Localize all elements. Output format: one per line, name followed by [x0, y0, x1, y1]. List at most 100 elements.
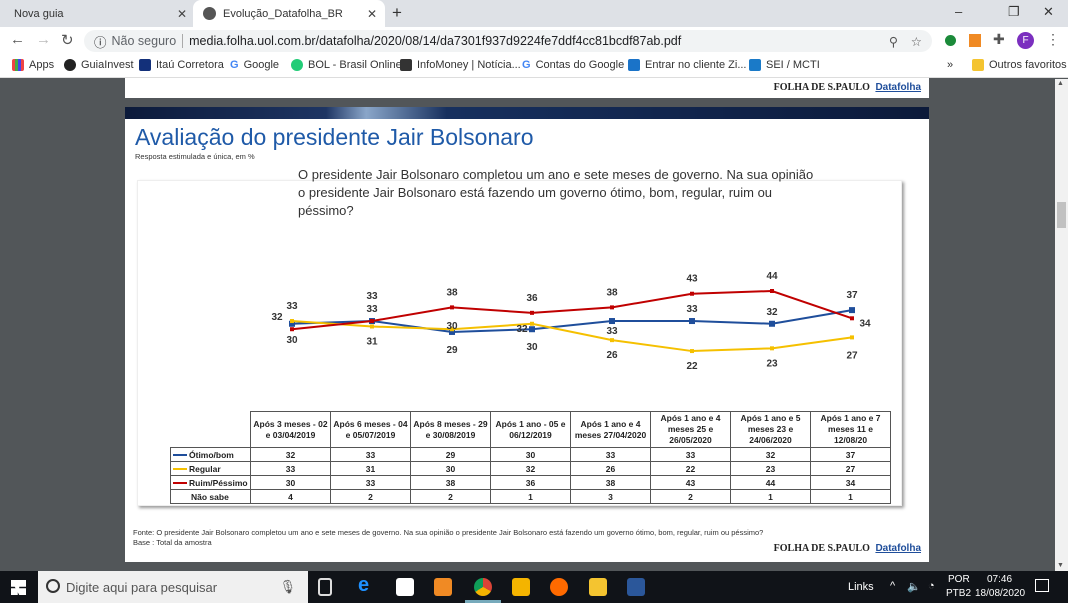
table-cell: 29 — [410, 447, 491, 462]
data-label: 22 — [686, 361, 698, 372]
bookmark-google[interactable]: G Google — [230, 59, 279, 71]
column-header: Após 1 ano e 5 meses 23 e 24/06/2020 — [730, 411, 811, 448]
data-label: 33 — [286, 301, 298, 312]
page-title: Avaliação do presidente Jair Bolsonaro — [135, 124, 534, 150]
reload-icon[interactable]: ↻ — [61, 32, 74, 49]
scrollbar[interactable] — [1055, 79, 1068, 571]
bookmark-apps[interactable]: Apps — [12, 59, 54, 71]
windows-start-icon[interactable] — [11, 580, 26, 595]
clock-time[interactable]: 07:46 — [987, 574, 1013, 585]
data-label: 33 — [686, 304, 698, 315]
table-cell: 44 — [730, 475, 811, 490]
firefox-icon[interactable] — [550, 578, 568, 596]
outlook-icon[interactable] — [512, 578, 530, 596]
data-label: 30 — [286, 335, 298, 346]
forward-icon[interactable]: → — [36, 31, 51, 48]
edge-icon[interactable]: e — [358, 574, 370, 596]
table-cell: 32 — [490, 461, 571, 476]
table-cell: 33 — [250, 461, 331, 476]
tab-nova-guia[interactable]: Nova guia ✕ — [0, 0, 195, 27]
bookmarks-bar: Apps GuiaInvest Itaú Corretora G Google B… — [0, 54, 1068, 78]
data-point — [689, 318, 695, 325]
file-explorer-icon[interactable] — [589, 578, 607, 596]
scroll-down-arrow[interactable]: ▼ — [1057, 562, 1064, 569]
series-line-1 — [291, 320, 853, 353]
column-header: Após 1 ano e 4 meses 27/04/2020 — [570, 411, 651, 448]
menu-icon[interactable]: ⋮ — [1046, 31, 1060, 47]
table-cell: 34 — [810, 475, 891, 490]
bookmark-label: Outros favoritos — [989, 59, 1067, 71]
table-cell: 1 — [810, 489, 891, 504]
bookmark-bol[interactable]: BOL - Brasil Online — [291, 59, 402, 71]
data-label: 38 — [446, 287, 458, 298]
word-icon[interactable] — [627, 578, 645, 596]
bookmark-infomoney[interactable]: InfoMoney | Notícia... — [400, 59, 521, 71]
volume-icon[interactable]: 🔈 — [907, 581, 921, 593]
scrollbar-thumb[interactable] — [1057, 202, 1066, 228]
data-point — [290, 319, 294, 324]
more-bookmarks-button[interactable]: » — [947, 59, 954, 71]
data-label: 29 — [446, 345, 458, 356]
survey-question: O presidente Jair Bolsonaro completou um… — [298, 167, 814, 218]
back-icon[interactable]: ← — [10, 31, 25, 48]
bookmark-guiainvest[interactable]: GuiaInvest — [64, 59, 134, 71]
tray-chevron-icon[interactable]: ^ — [890, 580, 896, 592]
restore-button[interactable]: ❐ — [1008, 4, 1020, 19]
keyboard-layout[interactable]: PTB2 — [946, 588, 972, 599]
links-toolbar[interactable]: Links — [848, 581, 874, 593]
clock-date[interactable]: 18/08/2020 — [975, 588, 1026, 599]
active-indicator — [465, 600, 501, 603]
info-icon[interactable]: ⓘ — [94, 35, 107, 50]
column-header: Após 1 ano - 05 e 06/12/2019 — [490, 411, 571, 448]
table-cell: 31 — [330, 461, 411, 476]
data-label: 33 — [606, 326, 618, 337]
guiainvest-icon — [64, 59, 76, 71]
bookmark-label: Entrar no cliente Zi... — [645, 59, 747, 71]
data-label: 30 — [526, 342, 538, 353]
language-indicator[interactable]: POR — [948, 574, 970, 585]
extension-bag-icon[interactable] — [969, 34, 981, 47]
datafolha-logo: Datafolha — [875, 82, 921, 93]
data-label: 36 — [526, 293, 538, 304]
data-point — [850, 316, 854, 321]
data-label: 37 — [846, 290, 858, 301]
data-label: 27 — [846, 350, 858, 361]
microphone-icon[interactable]: 🎙 — [279, 579, 296, 594]
tab-evolucao[interactable]: Evolução_Datafolha_BR ✕ — [193, 0, 385, 27]
tab-bar: Nova guia ✕ Evolução_Datafolha_BR ✕ + – ❐ … — [0, 0, 1068, 27]
wifi-icon[interactable]: ◔ — [928, 580, 935, 592]
star-icon[interactable]: ☆ — [910, 34, 922, 49]
data-point — [529, 326, 535, 333]
data-point — [770, 346, 774, 351]
data-point — [850, 335, 854, 340]
footnote-base: Base : Total da amostra — [133, 538, 212, 547]
page-banner — [125, 107, 929, 119]
bookmark-sei[interactable]: SEI / MCTI — [749, 59, 820, 71]
scroll-up-arrow[interactable]: ▲ — [1057, 80, 1064, 87]
data-label: 33 — [366, 291, 378, 302]
media-player-icon[interactable] — [434, 578, 452, 596]
notifications-icon[interactable] — [1035, 579, 1049, 592]
table-row: Ruim/Péssimo 30 33 38 36 38 43 44 34 — [170, 475, 891, 490]
table-cell: 23 — [730, 461, 811, 476]
new-tab-button[interactable]: + — [392, 3, 402, 22]
profile-avatar[interactable]: F — [1017, 32, 1034, 49]
task-view-icon[interactable] — [318, 578, 332, 596]
close-tab-icon[interactable]: ✕ — [366, 6, 377, 21]
extensions-puzzle-icon[interactable]: ✚ — [993, 31, 1005, 47]
bookmark-contas-google[interactable]: G Contas do Google — [522, 59, 624, 71]
zoom-icon[interactable]: ⚲ — [888, 34, 898, 49]
close-tab-icon[interactable]: ✕ — [176, 6, 187, 21]
data-label: 44 — [766, 271, 778, 282]
minimize-button[interactable]: – — [955, 4, 963, 19]
bookmark-zimbra[interactable]: Entrar no cliente Zi... — [628, 59, 747, 71]
bookmark-itau[interactable]: Itaú Corretora — [139, 59, 224, 71]
store-icon[interactable] — [396, 578, 414, 596]
chrome-icon[interactable] — [474, 578, 492, 596]
close-window-button[interactable]: ✕ — [1043, 4, 1054, 19]
taskbar-search[interactable]: Digite aqui para pesquisar 🎙 — [38, 571, 308, 603]
extension-shield-icon[interactable] — [945, 35, 956, 46]
other-bookmarks[interactable]: Outros favoritos — [972, 59, 1067, 71]
address-bar[interactable]: ⓘ Não seguro media.folha.uol.com.br/data… — [84, 30, 932, 52]
folha-logo: FOLHA DE S.PAULO — [773, 82, 870, 93]
